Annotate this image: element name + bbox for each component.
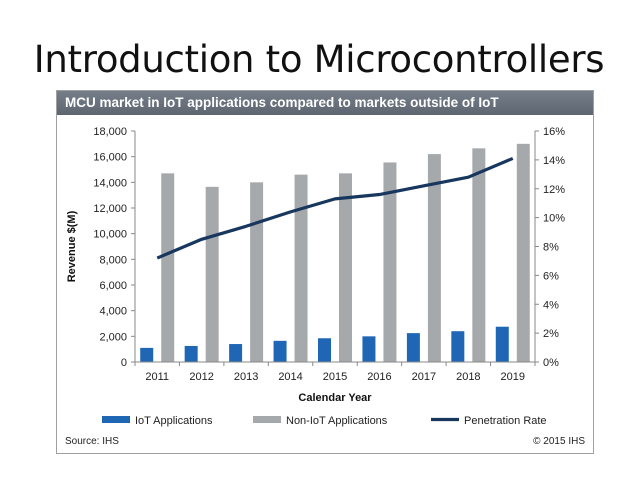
- right-tick-label: 2%: [543, 328, 559, 340]
- penetration-line-group: [156, 156, 514, 260]
- legend: IoT Applications Non-IoT Applications Pene…: [102, 415, 547, 427]
- left-tick-label: 16,000: [93, 152, 127, 164]
- penetration-rate-line: [156, 156, 514, 260]
- right-tick-label: 8%: [543, 242, 559, 254]
- x-axis: 2011 2012 2013 2014 2015 2016 2017 2018 2019: [134, 361, 536, 383]
- copyright-text: © 2015 IHS: [533, 436, 585, 447]
- right-tick-label: 6%: [543, 270, 559, 282]
- right-axis: 0% 2% 4% 6% 8% 10% 12% 14% 16%: [534, 126, 565, 369]
- bar-iot: [362, 336, 376, 362]
- right-tick-label: 0%: [543, 357, 559, 369]
- left-tick-label: 18,000: [93, 126, 127, 138]
- x-tick-label: 2011: [145, 371, 169, 383]
- x-tick-label: 2016: [367, 371, 391, 383]
- bar-non-iot: [205, 186, 219, 362]
- bar-iot: [184, 345, 198, 362]
- bar-non-iot: [427, 154, 441, 362]
- left-tick-label: 4,000: [99, 306, 127, 318]
- slide-title: Introduction to Microcontrollers: [33, 38, 605, 81]
- legend-label: IoT Applications: [135, 415, 213, 427]
- source-text: Source: IHS: [65, 436, 119, 447]
- bar-non-iot: [161, 173, 175, 362]
- left-tick-label: 0: [121, 357, 127, 369]
- left-tick-label: 10,000: [93, 229, 127, 241]
- x-axis-label: Calendar Year: [298, 392, 372, 404]
- bar-iot: [406, 333, 420, 362]
- chart-container: MCU market in IoT applications compared …: [56, 90, 594, 454]
- legend-swatch: [253, 416, 281, 423]
- left-tick-label: 8,000: [99, 254, 127, 266]
- left-axis: 0 2,000 4,000 6,000 8,000 10,000 12,000 14,000 1…: [93, 126, 136, 369]
- legend-label: Penetration Rate: [464, 415, 547, 427]
- left-tick-label: 12,000: [93, 203, 127, 215]
- right-tick-label: 16%: [543, 126, 565, 138]
- x-tick-label: 2017: [412, 371, 436, 383]
- right-tick-label: 10%: [543, 213, 565, 225]
- bar-iot: [495, 326, 509, 362]
- right-tick-label: 14%: [543, 155, 565, 167]
- bar-iot: [318, 338, 331, 362]
- bar-non-iot: [294, 174, 308, 362]
- x-tick-label: 2019: [501, 371, 525, 383]
- y-axis-label: Revenue $(M): [66, 210, 78, 282]
- chart-title: MCU market in IoT applications compared …: [57, 91, 593, 115]
- bar-non-iot: [383, 162, 397, 362]
- bar-non-iot: [472, 148, 486, 362]
- bar-non-iot: [250, 182, 264, 362]
- bar-iot: [140, 347, 154, 362]
- bar-iot: [229, 344, 243, 362]
- left-tick-label: 14,000: [93, 177, 127, 189]
- right-tick-label: 4%: [543, 299, 559, 311]
- bar-non-iot: [516, 143, 530, 362]
- x-tick-label: 2018: [456, 371, 480, 383]
- x-tick-label: 2014: [278, 371, 302, 383]
- bar-iot: [451, 331, 465, 362]
- chart-svg: 0 2,000 4,000 6,000 8,000 10,000 12,000 14,000 1…: [65, 126, 585, 447]
- right-tick-label: 12%: [543, 184, 565, 196]
- x-tick-label: 2013: [234, 371, 258, 383]
- bars-group: [140, 143, 530, 362]
- legend-swatch: [102, 416, 130, 423]
- x-tick-label: 2012: [189, 371, 213, 383]
- x-tick-label: 2015: [323, 371, 347, 383]
- bar-non-iot: [339, 173, 352, 362]
- left-tick-label: 2,000: [99, 331, 127, 343]
- left-tick-label: 6,000: [99, 280, 127, 292]
- bar-iot: [273, 340, 287, 362]
- legend-label: Non-IoT Applications: [286, 415, 388, 427]
